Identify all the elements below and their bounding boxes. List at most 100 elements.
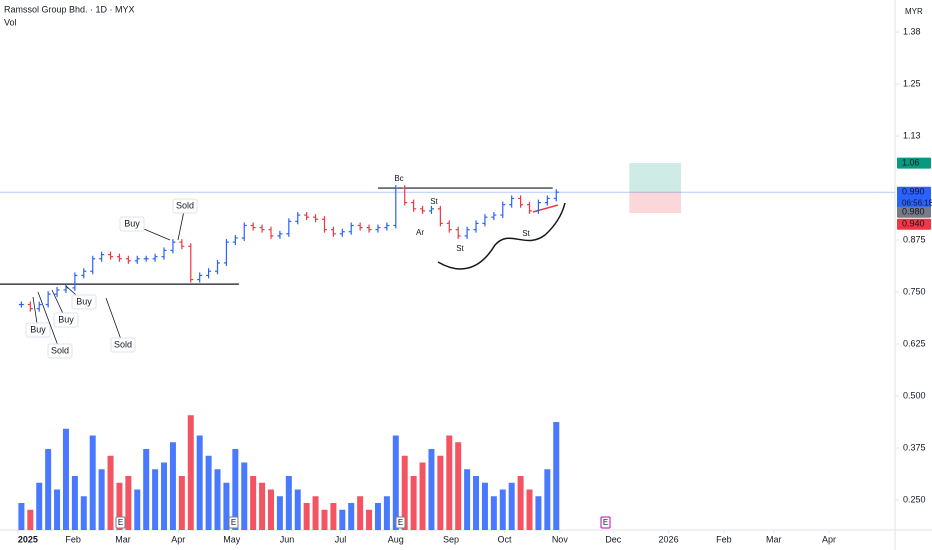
volume-bar [481,482,488,530]
volume-bar [134,489,141,530]
price-bar [197,272,203,283]
annotation: St [522,229,530,238]
volume-bar [125,476,132,530]
price-bar [143,255,149,262]
price-bar [223,239,229,266]
price-label-box [897,186,931,209]
price-bar [473,220,479,233]
volume-bar [526,489,533,530]
x-tick-label: Jul [335,534,347,544]
price-label: 0.980 [902,207,925,217]
earnings-box [395,516,406,529]
subtitle: Vol [4,17,17,27]
price-bar [464,226,470,239]
price-bar [259,224,265,233]
x-tick-label: 2025 [18,534,38,544]
y-tick-label: 0.375 [903,442,926,452]
price-label: 1.06 [902,157,920,167]
price-bar [402,185,408,206]
volume-bar [54,489,61,530]
price-bar [134,255,140,264]
annotation: Sold [114,339,132,349]
price-bar [304,212,310,221]
volume-bar [464,469,471,530]
y-tick-label: 0.500 [903,390,926,400]
price-bar [428,205,434,214]
volume-bar [410,476,417,530]
earnings-marker: E [118,518,123,527]
annotation-box [47,343,73,359]
volume-bar [196,435,203,530]
price-bar [72,272,78,291]
price-bar [339,228,345,237]
price-bar [518,195,524,208]
price-bar [411,199,417,212]
earnings-marker: E [603,518,608,527]
annotation: Bc [394,174,403,183]
volume-bar [152,469,159,530]
price-bar [491,212,497,221]
volume-bar [36,482,43,530]
y-tick-label: 0.250 [903,494,926,504]
y-tick-label: 0.750 [903,286,926,296]
price-label-box [897,218,931,230]
price-bar [553,189,559,202]
x-tick-label: Sep [443,534,459,544]
volume-bar [27,509,34,530]
volume-bar [178,476,185,530]
volume-bar [374,503,381,530]
price-bar [241,222,247,241]
price-bar [455,226,461,239]
price-bar [527,201,533,214]
annotation: Buy [58,314,74,324]
price-label-box [897,206,931,218]
x-tick-label: Nov [552,534,569,544]
annotation: Buy [124,218,140,228]
price-bar [357,222,363,231]
volume-bar [267,489,274,530]
price-bar [215,259,221,275]
price-bar [313,214,319,223]
volume-bar [553,422,560,530]
price-bar [437,205,443,227]
x-tick-label: Feb [716,534,732,544]
volume-bar [544,469,551,530]
x-tick-label: Dec [605,534,622,544]
price-bar [348,222,354,235]
price-bar [81,268,87,279]
volume-bar [312,496,319,530]
price-bar [321,216,327,233]
annotation-box [25,322,51,338]
volume-bar [116,482,123,530]
price-bar [500,201,506,219]
volume-bar [80,496,87,530]
price-bar [375,224,381,233]
price-bar [18,301,24,308]
axes: 1.38 1.25 1.13 0.875 0.750 0.625 0.500 0.375 0.2… [17,26,926,544]
price-bar [108,251,114,260]
earnings-marker: E [398,518,403,527]
chart-title: Ramssol Group Bhd. · 1D · MYX [4,4,135,14]
volume-bar [45,449,52,530]
volume-bar [455,442,462,530]
annotation-arrow [37,291,61,352]
volume-bar [446,435,453,530]
x-tick-label: Feb [65,534,81,544]
volume-bar [259,482,266,530]
annotation: Sold [51,345,69,355]
price-bar [330,226,336,237]
currency: MYR [905,7,923,16]
price-bar [116,253,122,262]
price-bar [544,195,550,206]
volume-bar [535,496,542,530]
volume-bar [98,469,105,530]
earnings-box [228,516,239,529]
volume-bar [508,482,515,530]
volume-bar [401,455,408,530]
target-zone [629,163,682,193]
volume-bar [392,435,399,530]
price-bar [286,218,292,237]
y-tick-label: 0.625 [903,338,926,348]
price-bar [384,222,390,231]
